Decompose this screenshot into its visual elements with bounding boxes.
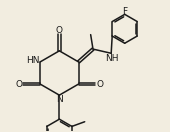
Text: HN: HN bbox=[26, 56, 39, 65]
Text: NH: NH bbox=[106, 54, 119, 63]
Text: N: N bbox=[56, 95, 63, 104]
Text: F: F bbox=[122, 7, 127, 16]
Text: O: O bbox=[16, 80, 23, 89]
Text: O: O bbox=[96, 80, 103, 89]
Text: O: O bbox=[56, 26, 63, 35]
